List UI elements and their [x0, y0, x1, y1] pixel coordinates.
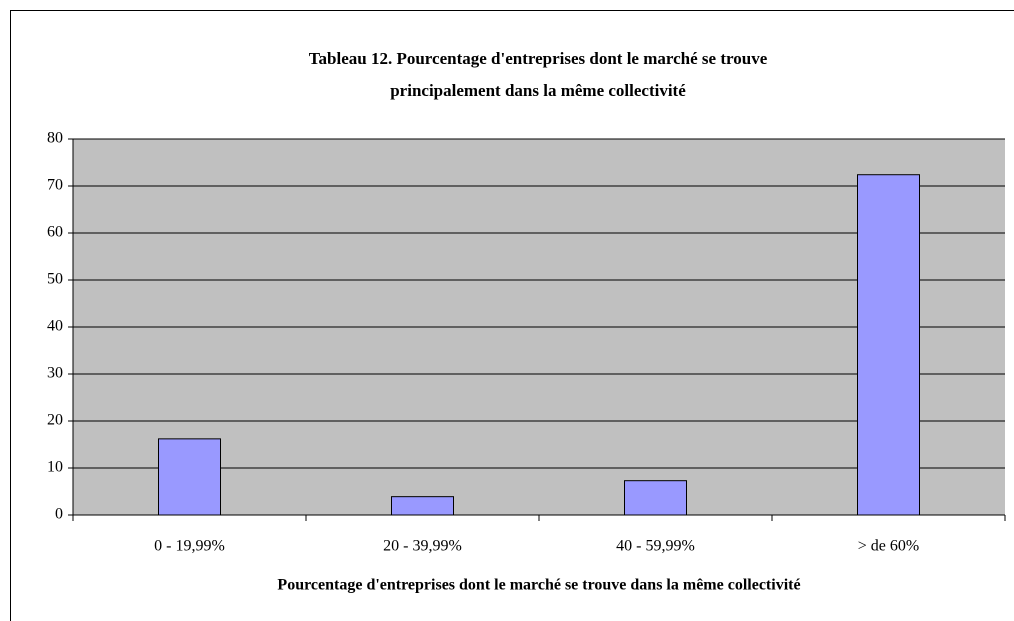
x-tick-label: 0 - 19,99%: [154, 538, 225, 555]
bar: [624, 480, 687, 516]
y-tick-label: 30: [47, 365, 63, 382]
x-tick-label: 40 - 59,99%: [616, 538, 695, 555]
chart-title: Tableau 12. Pourcentage d'entreprises do…: [309, 49, 768, 68]
x-tick-label: > de 60%: [858, 538, 919, 555]
y-tick-label: 0: [55, 506, 63, 523]
y-tick-label: 70: [47, 177, 63, 194]
bar: [391, 496, 454, 516]
x-tick-label: 20 - 39,99%: [383, 538, 462, 555]
y-tick-label: 20: [47, 412, 63, 429]
chart-title: principalement dans la même collectivité: [390, 81, 686, 100]
y-tick-label: 60: [47, 224, 63, 241]
y-tick-label: 80: [47, 130, 63, 147]
bar: [857, 174, 920, 516]
x-axis-label: Pourcentage d'entreprises dont le marché…: [277, 577, 800, 594]
y-tick-label: 50: [47, 271, 63, 288]
y-tick-label: 40: [47, 318, 63, 335]
bar: [158, 438, 221, 516]
y-tick-label: 10: [47, 459, 63, 476]
